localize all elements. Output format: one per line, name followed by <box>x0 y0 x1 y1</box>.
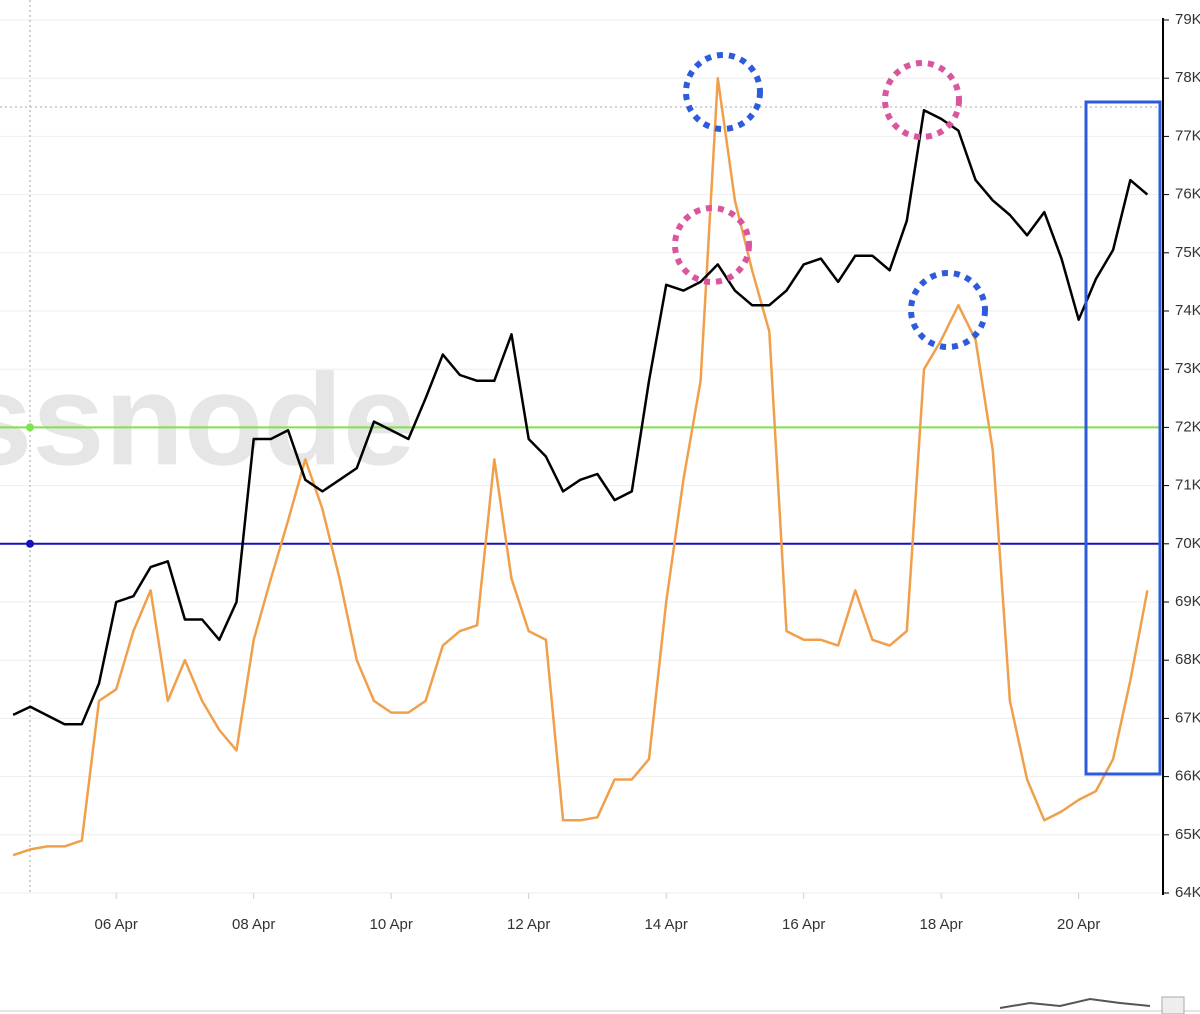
y-tick-label: 70K <box>1175 535 1200 552</box>
y-tick-label: 74K <box>1175 302 1200 319</box>
y-tick-label: 68K <box>1175 651 1200 668</box>
series-line <box>12 76 1149 857</box>
y-tick-label: 71K <box>1175 477 1200 494</box>
x-tick-label: 20 Apr <box>1057 916 1100 933</box>
y-tick-label: 77K <box>1175 127 1200 144</box>
y-tick-label: 64K <box>1175 884 1200 901</box>
y-tick-label: 66K <box>1175 768 1200 785</box>
x-tick-label: 12 Apr <box>507 916 550 933</box>
y-tick-label: 72K <box>1175 418 1200 435</box>
highlight-circle <box>882 60 962 140</box>
x-tick-label: 16 Apr <box>782 916 825 933</box>
y-tick-label: 73K <box>1175 360 1200 377</box>
y-tick-label: 75K <box>1175 244 1200 261</box>
y-tick-label: 69K <box>1175 593 1200 610</box>
annotations <box>672 52 1162 776</box>
highlight-box <box>1084 100 1162 776</box>
y-tick-label: 65K <box>1175 826 1200 843</box>
x-tick-label: 08 Apr <box>232 916 275 933</box>
watermark: ssnode <box>0 346 415 492</box>
highlight-circle <box>683 52 763 132</box>
series-line <box>12 108 1149 726</box>
x-tick-label: 06 Apr <box>95 916 138 933</box>
y-tick-label: 76K <box>1175 186 1200 203</box>
y-tick-label: 67K <box>1175 709 1200 726</box>
reference-marker <box>26 423 34 432</box>
x-tick-label: 10 Apr <box>370 916 413 933</box>
x-tick-label: 18 Apr <box>920 916 963 933</box>
y-tick-label: 78K <box>1175 69 1200 86</box>
navigator-preview <box>999 997 1151 1009</box>
y-tick-label: 79K <box>1175 11 1200 28</box>
reference-marker <box>26 539 34 548</box>
highlight-circle <box>672 205 752 285</box>
x-tick-label: 14 Apr <box>645 916 688 933</box>
navigator-handle[interactable] <box>1161 996 1185 1014</box>
highlight-circle <box>908 270 988 350</box>
